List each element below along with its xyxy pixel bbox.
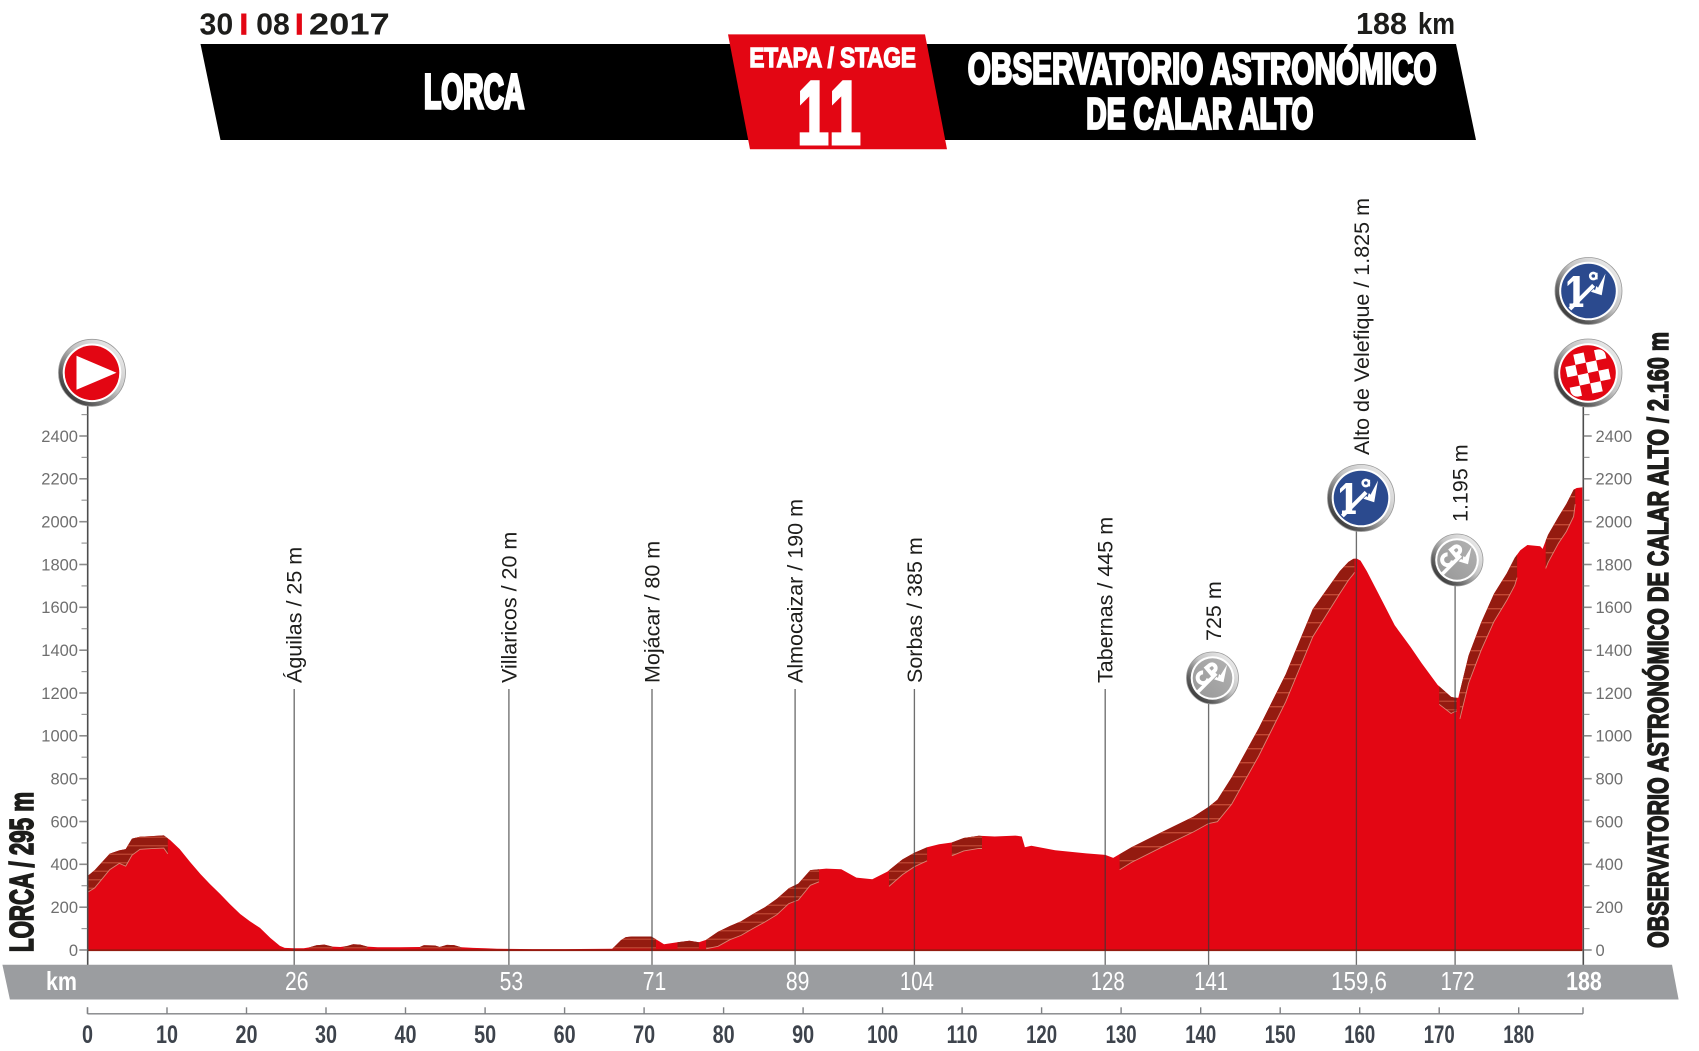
svg-text:ETAPA / STAGE: ETAPA / STAGE [749,43,916,74]
svg-text:104: 104 [900,966,934,996]
svg-text:100: 100 [867,1021,898,1049]
svg-text:600: 600 [1596,813,1624,831]
svg-text:km: km [46,966,77,996]
svg-text:53: 53 [500,966,524,996]
svg-text:50: 50 [474,1021,496,1049]
svg-text:120: 120 [1026,1021,1057,1049]
svg-text:1800: 1800 [1596,556,1633,574]
svg-text:200: 200 [1596,899,1624,917]
svg-text:0: 0 [1596,942,1605,960]
svg-text:2400: 2400 [1596,428,1633,446]
svg-text:30: 30 [200,8,234,41]
svg-text:1: 1 [830,63,861,162]
svg-text:725 m: 725 m [1202,581,1226,641]
svg-text:600: 600 [50,813,78,831]
svg-text:800: 800 [1596,771,1624,789]
svg-text:140: 140 [1185,1021,1216,1049]
svg-text:1000: 1000 [41,728,78,746]
svg-text:Águilas / 25 m: Águilas / 25 m [282,547,307,683]
svg-text:1400: 1400 [41,642,78,660]
svg-text:180: 180 [1503,1021,1534,1049]
svg-text:110: 110 [947,1021,978,1049]
svg-text:LORCA: LORCA [424,66,524,120]
svg-text:80: 80 [713,1021,735,1049]
svg-text:30: 30 [315,1021,337,1049]
svg-text:89: 89 [786,966,810,996]
svg-text:LORCA / 295 m: LORCA / 295 m [2,792,40,952]
svg-text:130: 130 [1106,1021,1137,1049]
svg-text:10: 10 [156,1021,178,1049]
svg-text:20: 20 [236,1021,258,1049]
svg-text:400: 400 [1596,856,1624,874]
svg-text:Mojácar / 80 m: Mojácar / 80 m [641,541,665,683]
svg-text:1200: 1200 [41,685,78,703]
svg-text:Villaricos / 20 m: Villaricos / 20 m [497,532,521,683]
svg-text:150: 150 [1265,1021,1296,1049]
svg-text:60: 60 [554,1021,576,1049]
svg-text:200: 200 [50,899,78,917]
svg-text:141: 141 [1194,966,1228,996]
svg-text:1600: 1600 [41,599,78,617]
svg-text:1600: 1600 [1596,599,1633,617]
svg-text:71: 71 [643,966,667,996]
svg-text:0: 0 [82,1021,93,1049]
svg-text:08: 08 [256,8,290,41]
svg-text:km: km [1418,8,1455,41]
svg-text:OBSERVATORIO ASTRONÓMICO: OBSERVATORIO ASTRONÓMICO [968,44,1437,93]
svg-text:DE CALAR ALTO: DE CALAR ALTO [1086,89,1313,138]
svg-text:1400: 1400 [1596,642,1633,660]
svg-text:188: 188 [1566,966,1602,996]
svg-text:1000: 1000 [1596,728,1633,746]
svg-text:0: 0 [69,942,78,960]
svg-text:Tabernas / 445 m: Tabernas / 445 m [1094,517,1118,683]
svg-text:160: 160 [1344,1021,1375,1049]
svg-text:2000: 2000 [41,514,78,532]
svg-text:800: 800 [50,771,78,789]
svg-text:70: 70 [633,1021,655,1049]
svg-text:172: 172 [1441,966,1475,996]
svg-text:400: 400 [50,856,78,874]
svg-text:2400: 2400 [41,428,78,446]
svg-text:90: 90 [792,1021,814,1049]
svg-text:Alto de Velefique / 1.825 m: Alto de Velefique / 1.825 m [1350,198,1374,455]
svg-text:170: 170 [1424,1021,1455,1049]
svg-text:2200: 2200 [1596,471,1633,489]
svg-text:2000: 2000 [1596,514,1633,532]
svg-text:Sorbas / 385 m: Sorbas / 385 m [903,537,927,683]
svg-text:128: 128 [1091,966,1125,996]
svg-text:2200: 2200 [41,471,78,489]
svg-text:1: 1 [798,63,829,162]
svg-text:188: 188 [1356,8,1407,41]
svg-text:2017: 2017 [309,8,390,41]
svg-text:1800: 1800 [41,556,78,574]
svg-text:OBSERVATORIO ASTRONÓMICO DE CA: OBSERVATORIO ASTRONÓMICO DE CALAR ALTO /… [1641,332,1675,948]
svg-text:159,6: 159,6 [1331,966,1387,996]
svg-text:1200: 1200 [1596,685,1633,703]
svg-text:40: 40 [395,1021,417,1049]
svg-text:Almocaizar / 190 m: Almocaizar / 190 m [784,499,808,683]
svg-text:1.195 m: 1.195 m [1449,444,1473,522]
svg-text:26: 26 [285,966,309,996]
